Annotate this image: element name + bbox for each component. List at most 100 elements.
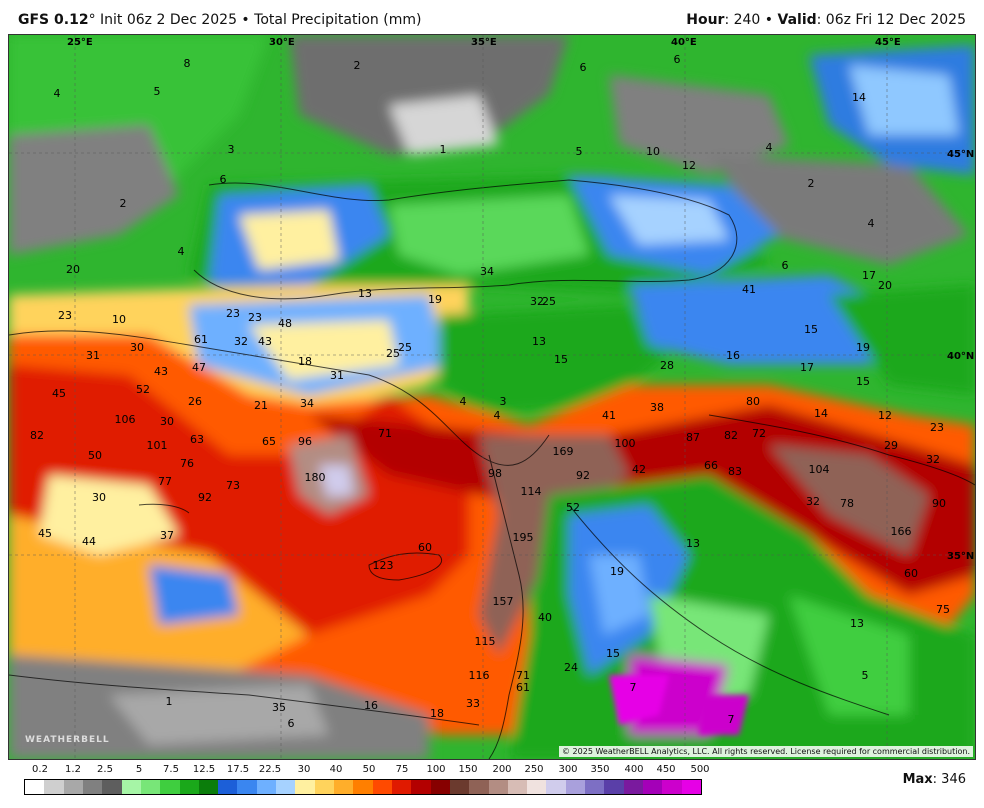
precip-value-label: 4 — [54, 87, 61, 100]
precip-value-label: 4 — [868, 217, 875, 230]
precip-value-label: 8 — [184, 57, 191, 70]
precip-value-label: 15 — [606, 647, 620, 660]
precip-value-label: 78 — [840, 497, 854, 510]
map-title: GFS 0.12° Init 06z 2 Dec 2025 • Total Pr… — [18, 12, 421, 28]
degree-symbol: ° — [88, 12, 96, 28]
precip-value-label: 37 — [160, 529, 174, 542]
precip-value-label: 166 — [891, 525, 912, 538]
precip-value-label: 31 — [86, 349, 100, 362]
precip-value-label: 14 — [852, 91, 866, 104]
precip-value-label: 123 — [373, 559, 394, 572]
precip-value-label: 48 — [278, 317, 292, 330]
legend-swatch — [353, 780, 373, 794]
precip-value-label: 83 — [728, 465, 742, 478]
precip-value-label: 13 — [686, 537, 700, 550]
lon-label-40e: 40°E — [671, 37, 697, 48]
legend-swatch — [314, 780, 334, 794]
precipitation-map[interactable]: 25°E 30°E 35°E 40°E 45°E 45°N 40°N 35°N … — [8, 34, 976, 760]
legend-swatch — [82, 780, 103, 794]
max-value: Max: 346 — [903, 772, 966, 787]
legend-swatch — [488, 780, 508, 794]
legend-swatch — [411, 780, 431, 794]
precip-value-label: 82 — [724, 429, 738, 442]
lat-label-35n: 35°N — [947, 551, 974, 562]
precip-value-label: 60 — [418, 541, 432, 554]
legend-swatch — [449, 780, 470, 794]
valid-label: Valid — [777, 12, 817, 28]
valid-value: : 06z Fri 12 Dec 2025 — [816, 12, 966, 28]
precip-value-label: 38 — [650, 401, 664, 414]
precip-value-label: 52 — [566, 501, 580, 514]
precip-value-label: 30 — [92, 491, 106, 504]
legend-swatch — [681, 780, 701, 794]
precip-value-label: 98 — [488, 467, 502, 480]
legend-swatch — [585, 780, 605, 794]
precip-value-label: 4 — [460, 395, 467, 408]
precip-value-label: 6 — [288, 717, 295, 730]
legend-tick-label: 300 — [558, 764, 578, 775]
precip-value-label: 14 — [814, 407, 828, 420]
precip-value-label: 12 — [682, 159, 696, 172]
precip-value-label: 63 — [190, 433, 204, 446]
legend-swatch — [102, 780, 122, 794]
precip-value-label: 42 — [632, 463, 646, 476]
precip-value-label: 30 — [160, 415, 174, 428]
legend-tick-label: 75 — [395, 764, 409, 775]
lat-label-45n: 45°N — [947, 149, 974, 160]
precip-value-label: 32 — [530, 295, 544, 308]
precip-value-label: 7 — [728, 713, 735, 726]
precip-value-label: 5 — [154, 85, 161, 98]
precip-value-label: 44 — [82, 535, 96, 548]
precip-value-label: 5 — [862, 669, 869, 682]
precip-value-label: 6 — [782, 259, 789, 272]
precip-value-label: 3 — [228, 143, 235, 156]
precip-value-label: 60 — [904, 567, 918, 580]
legend-tick-label: 2.5 — [97, 764, 113, 775]
legend-color-bar — [24, 779, 702, 795]
precip-value-label: 10 — [112, 313, 126, 326]
precip-value-label: 43 — [258, 335, 272, 348]
precip-value-label: 20 — [878, 279, 892, 292]
lon-label-30e: 30°E — [269, 37, 295, 48]
precip-value-label: 16 — [364, 699, 378, 712]
precip-value-label: 104 — [809, 463, 830, 476]
lon-label-45e: 45°E — [875, 37, 901, 48]
legend-tick-label: 450 — [656, 764, 676, 775]
precip-value-label: 17 — [862, 269, 876, 282]
precip-value-label: 32 — [806, 495, 820, 508]
legend-swatch — [527, 780, 547, 794]
precip-value-label: 13 — [850, 617, 864, 630]
legend-tick-label: 7.5 — [163, 764, 179, 775]
precip-value-label: 15 — [856, 375, 870, 388]
precip-value-label: 26 — [188, 395, 202, 408]
legend-tick-label: 50 — [362, 764, 376, 775]
legend-tick-label: 500 — [690, 764, 710, 775]
precip-value-label: 72 — [752, 427, 766, 440]
precip-value-label: 19 — [428, 293, 442, 306]
legend-swatch — [623, 780, 643, 794]
precip-value-label: 41 — [602, 409, 616, 422]
precip-value-label: 34 — [480, 265, 494, 278]
precip-value-label: 13 — [532, 335, 546, 348]
precip-value-label: 180 — [305, 471, 326, 484]
precip-value-label: 106 — [115, 413, 136, 426]
max-value-text: : 346 — [932, 772, 966, 787]
precip-value-label: 35 — [272, 701, 286, 714]
precip-value-label: 77 — [158, 475, 172, 488]
precip-value-label: 71 — [378, 427, 392, 440]
precip-value-label: 101 — [147, 439, 168, 452]
precip-value-label: 100 — [615, 437, 636, 450]
precip-value-label: 23 — [930, 421, 944, 434]
precip-value-label: 169 — [553, 445, 574, 458]
precip-value-label: 66 — [704, 459, 718, 472]
model-name: GFS 0.12 — [18, 12, 89, 28]
legend-swatch — [372, 780, 392, 794]
legend-swatch — [546, 780, 566, 794]
precip-value-label: 96 — [298, 435, 312, 448]
precip-value-label: 52 — [136, 383, 150, 396]
precip-value-label: 6 — [674, 53, 681, 66]
precip-value-label: 87 — [686, 431, 700, 444]
precip-value-label: 1 — [166, 695, 173, 708]
legend-swatch — [44, 780, 64, 794]
